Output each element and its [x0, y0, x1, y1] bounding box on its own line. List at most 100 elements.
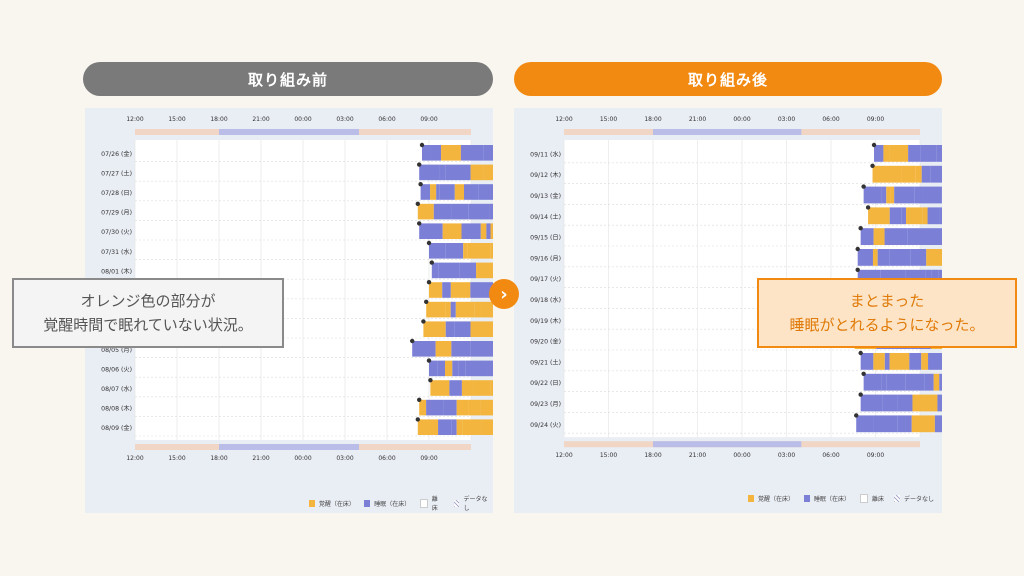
row-label: 09/16 (月) [530, 255, 561, 262]
legend-nodata-swatch [453, 499, 460, 507]
sleep-segment [445, 321, 455, 337]
sleep-segment [470, 282, 486, 298]
awake-segment [430, 380, 450, 396]
sleep-segment [445, 164, 471, 181]
x-tick-label-bottom: 15:00 [168, 455, 185, 462]
legend-out-swatch [860, 494, 869, 503]
row-label: 09/24 (火) [530, 422, 561, 429]
sleep-segment [897, 415, 908, 433]
sleep-segment [451, 203, 469, 220]
awake-segment [445, 360, 453, 377]
awake-segment [922, 207, 928, 225]
sleep-segment [464, 184, 479, 200]
header-after: 取り組み後 [514, 62, 942, 96]
legend-awake-label: 覚醒（在床） [318, 500, 355, 508]
sleep-segment [461, 223, 481, 239]
awake-segment [435, 341, 452, 357]
row-label: 07/30 (火) [101, 229, 132, 236]
awake-segment [873, 353, 885, 370]
sleep-segment [907, 228, 928, 245]
awake-segment [868, 207, 890, 225]
sleep-segment [860, 394, 883, 412]
sleep-segment [881, 186, 887, 204]
awake-segment [889, 145, 909, 162]
sleep-segment [937, 394, 942, 412]
x-tick-label-bottom: 12:00 [126, 455, 143, 462]
awake-segment [430, 184, 437, 200]
bed-in-marker [428, 378, 433, 383]
sleep-segment [429, 243, 446, 259]
sleep-segment [489, 203, 493, 220]
awake-segment [872, 249, 878, 266]
legend-before: 覚醒（在床） 睡眠（在床） 離床 データなし [309, 494, 493, 512]
awake-segment [476, 262, 493, 279]
row-label: 08/05 (月) [101, 347, 132, 354]
sleep-segment [863, 186, 882, 204]
bed-in-marker [861, 184, 866, 189]
sleep-segment [924, 373, 934, 391]
awake-segment [915, 165, 922, 183]
x-tick-label-top: 21:00 [252, 116, 269, 123]
sleep-segment [431, 262, 439, 279]
legend-awake-label: 覚醒（在床） [758, 496, 795, 503]
row-label: 07/27 (土) [101, 169, 132, 177]
sleep-segment [454, 321, 471, 337]
awake-segment [480, 223, 487, 239]
bed-in-marker [418, 182, 423, 187]
sleep-segment [910, 249, 927, 266]
sleep-segment [419, 164, 440, 181]
awake-segment [483, 164, 493, 181]
sleep-segment [897, 394, 913, 412]
bed-in-marker [861, 371, 866, 376]
header-before: 取り組み前 [83, 62, 493, 96]
row-label: 08/07 (水) [101, 385, 132, 393]
bed-in-marker [417, 221, 422, 226]
awake-segment [468, 399, 481, 416]
awake-segment [467, 243, 491, 259]
x-tick-label-top: 15:00 [600, 116, 617, 123]
x-tick-label-bottom: 03:00 [336, 455, 353, 462]
sleep-segment [881, 373, 887, 391]
x-tick-label-bottom: 15:00 [600, 452, 617, 459]
sleep-segment [451, 341, 471, 357]
row-label: 09/14 (土) [530, 213, 561, 221]
sleep-segment [426, 399, 444, 416]
awake-segment [926, 249, 942, 266]
awake-segment [886, 186, 891, 204]
sleep-segment [877, 249, 890, 266]
awake-segment [442, 223, 462, 239]
row-label: 08/08 (木) [101, 405, 132, 413]
bed-in-marker [417, 397, 422, 402]
x-tick-label-bottom: 21:00 [252, 455, 269, 462]
sleep-segment [420, 184, 431, 200]
awake-segment [474, 301, 481, 318]
sleep-segment [459, 262, 477, 279]
sleep-segment [439, 164, 446, 181]
awake-segment [456, 399, 469, 416]
sleep-segment [934, 415, 942, 433]
time-strip-sleep-top [653, 129, 802, 135]
sleep-segment [884, 228, 908, 245]
sleep-segment [914, 186, 923, 204]
awake-segment [889, 353, 910, 370]
sleep-segment [939, 373, 942, 391]
awake-segment [892, 165, 902, 183]
sleep-segment [884, 353, 890, 370]
x-tick-label-top: 18:00 [210, 116, 227, 123]
sleep-segment [907, 415, 912, 433]
bed-in-marker [419, 142, 425, 148]
time-strip-sleep-bottom [653, 441, 802, 448]
x-tick-label-top: 21:00 [689, 116, 706, 123]
awake-segment [490, 223, 493, 239]
sleep-segment [860, 353, 874, 370]
sleep-segment [908, 145, 921, 162]
bed-in-marker [421, 319, 426, 324]
awake-segment [906, 207, 923, 225]
awake-segment [454, 184, 465, 200]
bed-in-marker [424, 299, 429, 304]
sleep-segment [930, 165, 942, 183]
x-tick-label-bottom: 09:00 [867, 452, 884, 459]
time-strip-sleep-top [219, 129, 359, 135]
sleep-segment [437, 360, 446, 377]
awake-segment [419, 399, 427, 416]
